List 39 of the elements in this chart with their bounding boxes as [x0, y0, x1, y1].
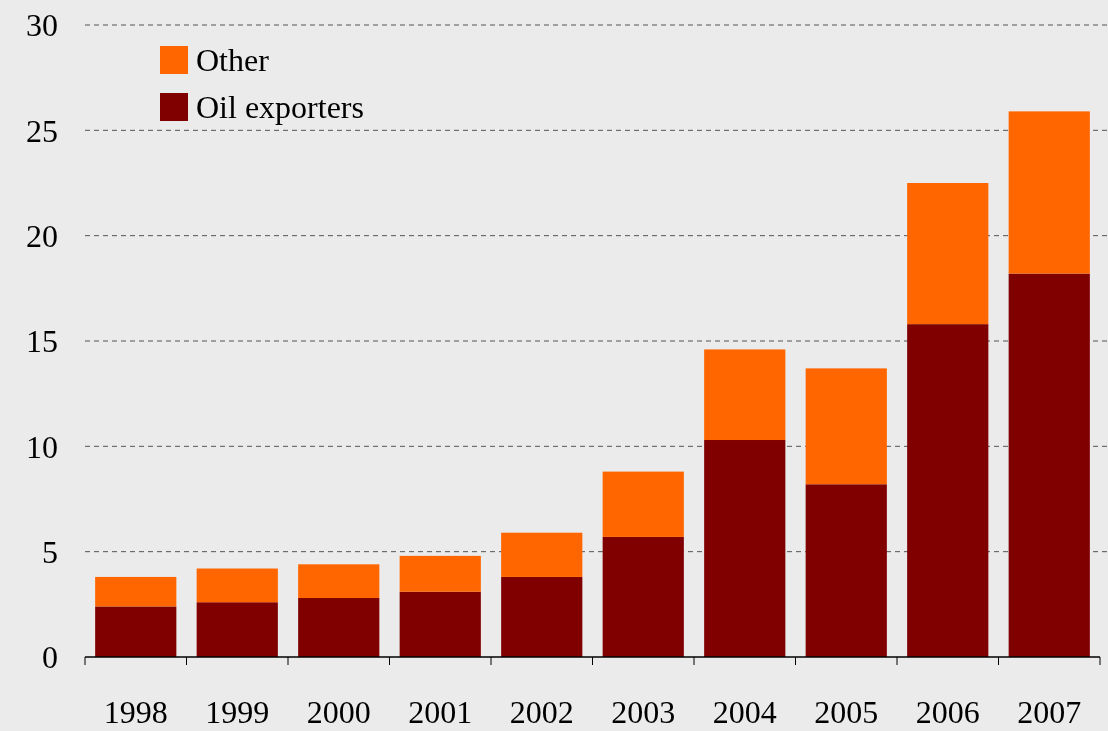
- bar: [704, 349, 786, 441]
- bar: [95, 606, 177, 657]
- bar: [399, 591, 481, 657]
- bar: [805, 484, 887, 657]
- x-tick-label: 2000: [306, 694, 371, 730]
- x-tick-label: 1999: [205, 694, 270, 730]
- bar: [501, 576, 583, 657]
- bar: [602, 471, 684, 537]
- bar: [907, 183, 989, 325]
- bar: [704, 440, 786, 657]
- x-tick-label: 2007: [1017, 694, 1082, 730]
- legend-label: Oil exporters: [196, 89, 364, 126]
- bar: [907, 324, 989, 657]
- x-tick-label: 2006: [915, 694, 980, 730]
- bar: [196, 602, 278, 657]
- legend-label: Other: [196, 42, 270, 79]
- x-tick-label: 2004: [712, 694, 777, 730]
- bar: [298, 564, 380, 599]
- y-tick-label: 5: [42, 533, 58, 570]
- y-tick-label: 15: [26, 323, 58, 360]
- bar: [399, 555, 481, 592]
- y-tick-label: 0: [42, 639, 58, 676]
- x-tick-label: 2003: [611, 694, 676, 730]
- x-tick-label: 2005: [814, 694, 879, 730]
- bar: [501, 532, 583, 577]
- y-tick-label: 25: [26, 112, 58, 149]
- bar: [602, 536, 684, 657]
- bar: [1008, 273, 1090, 657]
- x-tick-label: 2002: [509, 694, 574, 730]
- x-tick-label: 2001: [408, 694, 473, 730]
- y-tick-label: 20: [26, 217, 58, 254]
- bar: [95, 576, 177, 607]
- bar: [196, 568, 278, 603]
- y-tick-label: 30: [26, 7, 58, 44]
- y-tick-label: 10: [26, 428, 58, 465]
- x-tick-label: 1998: [103, 694, 168, 730]
- bar: [805, 368, 887, 485]
- bar: [298, 598, 380, 657]
- bar: [1008, 111, 1090, 274]
